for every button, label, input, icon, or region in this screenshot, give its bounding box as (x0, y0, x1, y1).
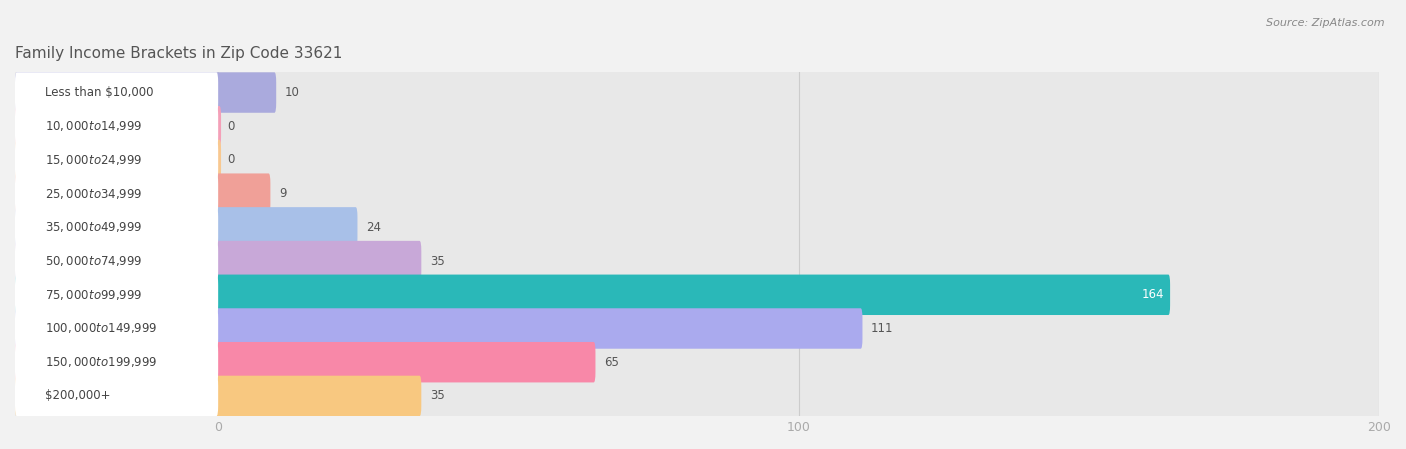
FancyBboxPatch shape (15, 207, 218, 247)
Text: $200,000+: $200,000+ (45, 389, 111, 402)
Text: $15,000 to $24,999: $15,000 to $24,999 (45, 153, 143, 167)
FancyBboxPatch shape (15, 367, 1379, 425)
Text: 24: 24 (366, 221, 381, 234)
FancyBboxPatch shape (15, 241, 218, 282)
Text: Source: ZipAtlas.com: Source: ZipAtlas.com (1267, 18, 1385, 28)
Text: 111: 111 (872, 322, 894, 335)
Text: 164: 164 (1142, 288, 1164, 301)
Text: Less than $10,000: Less than $10,000 (45, 86, 155, 99)
FancyBboxPatch shape (15, 266, 1379, 323)
FancyBboxPatch shape (15, 72, 218, 113)
FancyBboxPatch shape (15, 275, 218, 315)
Text: 35: 35 (430, 255, 444, 268)
Text: 10: 10 (285, 86, 299, 99)
FancyBboxPatch shape (15, 342, 596, 383)
FancyBboxPatch shape (15, 173, 218, 214)
Text: $75,000 to $99,999: $75,000 to $99,999 (45, 288, 143, 302)
Text: Family Income Brackets in Zip Code 33621: Family Income Brackets in Zip Code 33621 (15, 46, 343, 62)
Text: 9: 9 (280, 187, 287, 200)
FancyBboxPatch shape (15, 376, 218, 416)
FancyBboxPatch shape (15, 308, 218, 349)
FancyBboxPatch shape (15, 64, 1379, 121)
FancyBboxPatch shape (15, 233, 1379, 290)
Text: $50,000 to $74,999: $50,000 to $74,999 (45, 254, 143, 268)
Text: $10,000 to $14,999: $10,000 to $14,999 (45, 119, 143, 133)
Text: 35: 35 (430, 389, 444, 402)
FancyBboxPatch shape (15, 173, 270, 214)
Text: 65: 65 (605, 356, 619, 369)
FancyBboxPatch shape (15, 140, 218, 180)
Text: $25,000 to $34,999: $25,000 to $34,999 (45, 187, 143, 201)
FancyBboxPatch shape (15, 131, 1379, 189)
FancyBboxPatch shape (15, 106, 221, 146)
FancyBboxPatch shape (15, 241, 422, 282)
FancyBboxPatch shape (15, 275, 1170, 315)
FancyBboxPatch shape (15, 97, 1379, 155)
FancyBboxPatch shape (15, 140, 221, 180)
FancyBboxPatch shape (15, 376, 422, 416)
FancyBboxPatch shape (15, 165, 1379, 222)
Text: $100,000 to $149,999: $100,000 to $149,999 (45, 321, 157, 335)
FancyBboxPatch shape (15, 308, 862, 349)
FancyBboxPatch shape (15, 300, 1379, 357)
FancyBboxPatch shape (15, 72, 276, 113)
Text: $150,000 to $199,999: $150,000 to $199,999 (45, 355, 157, 369)
FancyBboxPatch shape (15, 334, 1379, 391)
Text: 0: 0 (226, 154, 235, 167)
Text: 0: 0 (226, 120, 235, 133)
FancyBboxPatch shape (15, 199, 1379, 256)
Text: $35,000 to $49,999: $35,000 to $49,999 (45, 220, 143, 234)
FancyBboxPatch shape (15, 207, 357, 247)
FancyBboxPatch shape (15, 342, 218, 383)
FancyBboxPatch shape (15, 106, 218, 146)
